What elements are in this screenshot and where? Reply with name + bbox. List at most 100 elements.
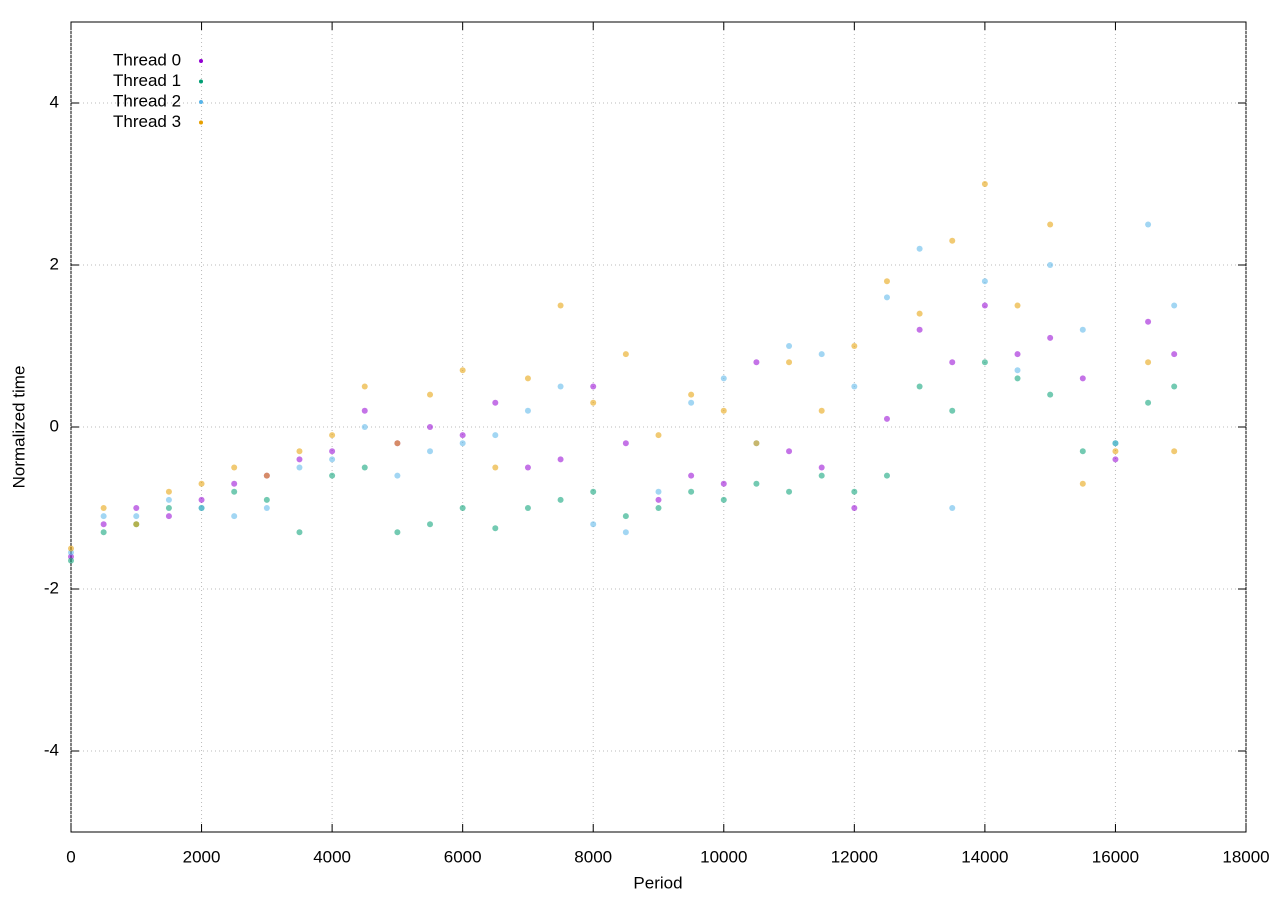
point	[165, 513, 172, 520]
point	[459, 505, 466, 511]
point	[427, 424, 434, 430]
point	[263, 496, 270, 503]
point	[818, 464, 825, 471]
point	[1014, 367, 1021, 374]
point	[165, 496, 172, 503]
point	[622, 351, 629, 358]
point	[786, 488, 793, 495]
point	[100, 513, 107, 520]
point	[296, 456, 303, 463]
point	[1145, 318, 1152, 325]
point	[1145, 359, 1152, 366]
point	[329, 432, 336, 439]
legend-label: Thread 1	[113, 71, 181, 90]
point	[1145, 399, 1152, 406]
point	[851, 505, 858, 511]
point	[100, 505, 107, 511]
point	[1171, 383, 1178, 390]
point	[231, 488, 238, 495]
point	[1014, 375, 1021, 382]
point	[427, 521, 434, 528]
point	[1171, 351, 1178, 358]
point	[198, 480, 205, 487]
point	[296, 448, 303, 455]
point	[688, 488, 695, 495]
point	[786, 343, 793, 349]
point	[524, 407, 531, 414]
point	[100, 529, 107, 536]
point	[329, 456, 336, 463]
x-tick-label: 10000	[700, 847, 747, 866]
point	[786, 359, 793, 366]
point	[1047, 334, 1054, 341]
point	[361, 464, 368, 471]
point	[459, 440, 466, 447]
legend-label: Thread 2	[113, 91, 181, 110]
point	[590, 383, 597, 390]
x-tick-label: 18000	[1222, 847, 1269, 866]
point	[1171, 448, 1178, 455]
x-tick-label: 2000	[183, 847, 221, 866]
point	[557, 456, 564, 463]
point	[590, 488, 597, 495]
legend-label: Thread 3	[113, 112, 181, 131]
point	[655, 505, 662, 511]
point	[622, 529, 629, 536]
point	[1047, 262, 1054, 268]
point	[590, 399, 597, 406]
y-tick-label: 0	[50, 416, 59, 435]
point	[916, 245, 923, 252]
point	[818, 472, 825, 479]
point	[851, 488, 858, 495]
point	[688, 391, 695, 398]
x-tick-label: 16000	[1092, 847, 1139, 866]
point	[231, 513, 238, 520]
y-tick-label: -4	[44, 740, 59, 759]
legend-swatch	[199, 59, 203, 63]
point	[296, 464, 303, 471]
point	[622, 513, 629, 520]
point	[655, 488, 662, 495]
point	[949, 237, 956, 244]
point	[1079, 480, 1086, 487]
y-tick-label: 2	[50, 254, 59, 273]
point	[753, 480, 760, 487]
point	[851, 343, 858, 349]
point	[361, 383, 368, 390]
point	[394, 440, 401, 447]
point	[1145, 221, 1152, 228]
point	[655, 496, 662, 503]
point	[981, 302, 988, 309]
point	[949, 359, 956, 366]
point	[361, 407, 368, 414]
point	[492, 432, 499, 439]
y-axis-label: Normalized time	[9, 366, 28, 489]
point	[557, 383, 564, 390]
point	[1079, 375, 1086, 382]
point	[655, 432, 662, 439]
point	[524, 375, 531, 382]
point	[263, 472, 270, 479]
legend-swatch	[199, 100, 203, 104]
point	[492, 525, 499, 532]
point	[459, 367, 466, 374]
point	[883, 278, 890, 285]
point	[198, 496, 205, 503]
point	[720, 407, 727, 414]
x-tick-label: 14000	[961, 847, 1008, 866]
point	[1112, 440, 1119, 447]
y-tick-label: 4	[50, 92, 59, 111]
point	[133, 513, 140, 520]
point	[296, 529, 303, 536]
point	[133, 521, 140, 528]
point	[1014, 351, 1021, 358]
point	[1112, 448, 1119, 455]
point	[524, 505, 531, 511]
point	[165, 488, 172, 495]
x-tick-label: 6000	[444, 847, 482, 866]
point	[459, 432, 466, 439]
point	[949, 505, 956, 511]
point	[883, 294, 890, 301]
point	[329, 472, 336, 479]
point	[720, 375, 727, 382]
